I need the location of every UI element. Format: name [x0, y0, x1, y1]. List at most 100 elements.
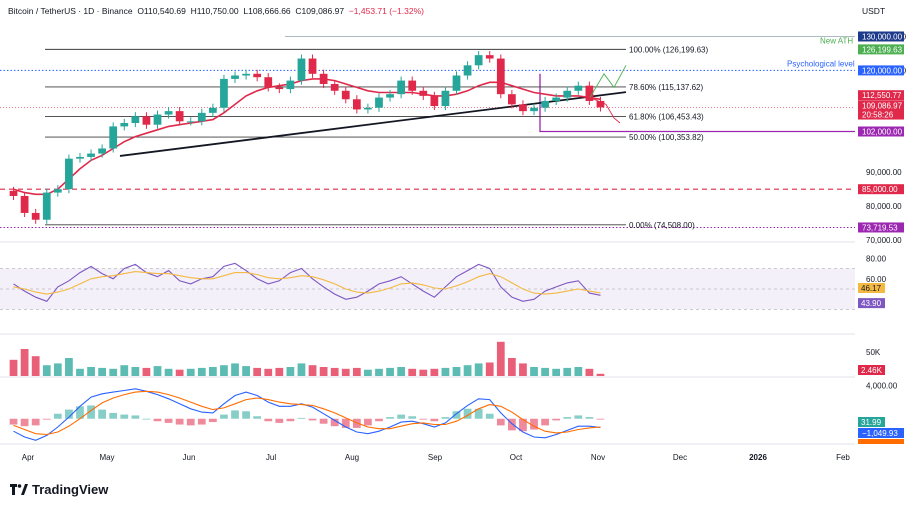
- volume-bar: [563, 367, 572, 376]
- time-axis-tick: May: [99, 453, 114, 462]
- volume-bar: [574, 367, 583, 376]
- volume-bar: [20, 349, 29, 376]
- candle-body: [65, 158, 73, 190]
- candle-body: [53, 189, 62, 193]
- volume-bar: [386, 367, 394, 376]
- symbol-title[interactable]: Bitcoin / TetherUS · 1D · Binance: [8, 6, 133, 16]
- candle-body: [253, 73, 262, 78]
- macd-histogram-bar: [220, 414, 228, 419]
- time-axis-tick: Jul: [266, 453, 276, 462]
- candle-body: [297, 58, 306, 81]
- volume-bar: [208, 367, 217, 376]
- volume-bar: [519, 363, 527, 376]
- macd-histogram-bar: [563, 417, 572, 419]
- candle-body: [507, 94, 516, 105]
- volume-bar: [131, 367, 140, 376]
- candle-body: [352, 99, 361, 110]
- candle-body: [87, 153, 95, 157]
- price-tag-label: 120,000.00: [862, 66, 903, 75]
- price-tag-label: 126,199.63: [862, 45, 903, 54]
- time-axis-tick: Aug: [345, 453, 359, 462]
- volume-bar: [142, 367, 151, 376]
- price-tag: [858, 184, 904, 195]
- price-axis-tick: 80,000.00: [866, 202, 902, 211]
- macd-histogram-bar: [253, 416, 262, 419]
- price-tag-label: 20:58:26: [862, 111, 894, 120]
- macd-histogram-bar: [65, 409, 73, 419]
- candle-body: [541, 100, 549, 108]
- candle-body: [408, 80, 417, 91]
- rsi-axis-tick: 60.00: [866, 275, 887, 284]
- macd-histogram-bar: [264, 418, 273, 422]
- volume-bar: [53, 363, 62, 376]
- volume-bar: [120, 365, 129, 376]
- volume-bar: [264, 368, 273, 376]
- candle-body: [375, 97, 383, 108]
- price-tag-label: 73,719.53: [862, 223, 898, 232]
- volume-bar: [308, 365, 317, 376]
- candle-body: [120, 123, 129, 127]
- volume-bar: [397, 367, 406, 376]
- candle-body: [42, 192, 51, 220]
- macd-histogram-bar: [541, 418, 549, 426]
- volume-bar: [463, 365, 472, 376]
- candle-body: [319, 73, 328, 84]
- volume-bar: [419, 369, 428, 376]
- price-tag: [858, 44, 904, 55]
- macd-histogram-bar: [430, 418, 439, 422]
- tradingview-logo[interactable]: TradingView: [10, 482, 108, 497]
- macd-histogram-bar: [364, 418, 372, 426]
- macd-histogram-bar: [42, 418, 51, 420]
- ohlc-high: H110,750.00: [190, 6, 239, 16]
- candle-body: [530, 107, 538, 112]
- macd-histogram-bar: [596, 418, 605, 420]
- candle-body: [386, 94, 394, 98]
- price-tag: [858, 126, 904, 137]
- ohlc-close: C109,086.97: [295, 6, 345, 16]
- time-axis-tick: 2026: [749, 453, 767, 462]
- macd-histogram-bar: [286, 418, 295, 422]
- volume-bar: [253, 367, 262, 376]
- signal-value-tag: [858, 439, 904, 444]
- macd-histogram-bar: [208, 418, 217, 423]
- rsi-ma-line: [13, 271, 601, 295]
- volume-bar: [341, 368, 350, 376]
- candle-body: [98, 148, 107, 154]
- macd-histogram-bar: [530, 418, 538, 430]
- candle-body: [419, 90, 428, 96]
- rsi-value-label: 43.90: [861, 299, 882, 308]
- candle-body: [131, 116, 140, 124]
- volume-bar: [31, 356, 40, 376]
- price-tag-label: 85,000.00: [862, 185, 898, 194]
- candle-body: [109, 126, 118, 149]
- candle-body: [341, 90, 350, 100]
- macd-histogram-bar: [53, 413, 62, 419]
- volume-bar: [164, 368, 173, 376]
- macd-histogram-bar: [474, 408, 483, 419]
- candle-body: [142, 116, 151, 125]
- volume-bar: [474, 363, 483, 376]
- volume-bar: [153, 366, 162, 376]
- macd-value-label: −1,049.93: [862, 429, 898, 438]
- volume-value-tag: [858, 365, 885, 375]
- ohlc-change: −1,453.71 (−1.32%): [348, 6, 424, 16]
- macd-histogram-bar: [408, 416, 417, 419]
- time-axis-tick: Feb: [836, 453, 850, 462]
- candle-body: [463, 65, 472, 76]
- volume-bar: [231, 363, 239, 376]
- volume-bar: [441, 367, 450, 376]
- volume-bar: [496, 341, 505, 376]
- candle-body: [197, 112, 206, 122]
- chart-canvas[interactable]: 100.00% (126,199.63) 78.60% (115,137.62) 6…: [0, 0, 912, 475]
- candle-body: [242, 73, 250, 76]
- price-tag-label: 112,550.77: [862, 91, 902, 100]
- volume-bar: [109, 368, 118, 376]
- macd-histogram-bar: [519, 418, 527, 432]
- price-tag: [858, 90, 904, 101]
- price-tag: [858, 222, 904, 233]
- macd-value-tag: [858, 428, 904, 438]
- macd-histogram-bar: [452, 411, 461, 419]
- volume-bar: [197, 367, 206, 376]
- ohlc-low: L108,666.66: [243, 6, 291, 16]
- time-axis-tick: Oct: [510, 453, 523, 462]
